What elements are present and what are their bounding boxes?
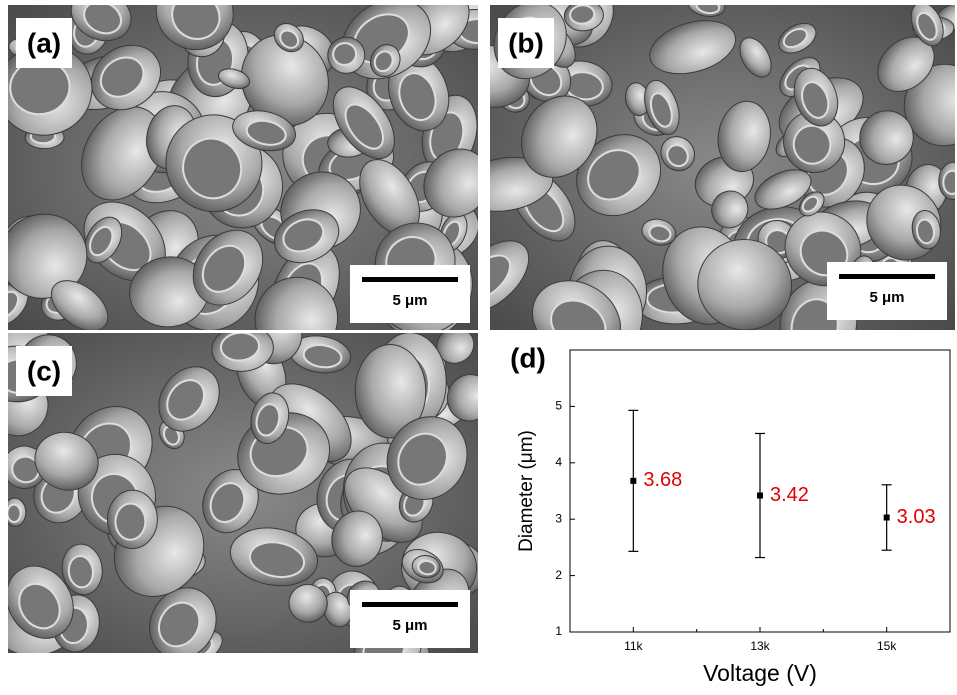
x-tick-label: 13k [750,639,770,653]
particle-cavity [115,503,146,540]
page: (a) 5 μm (b) 5 μm (c) 5 μm (d) 1 2 3 4 5 Diameter (… [0,0,957,695]
panel-label: (b) [508,27,544,58]
sem-image: (b) 5 μm [440,0,957,375]
y-axis-label: Diameter (μm) [516,430,537,552]
panel-label: (c) [27,355,61,386]
y-tick-label: 4 [555,455,562,469]
chart: (d) 1 2 3 4 5 Diameter (μm) Voltage (V) 11k 3.68 1… [510,342,950,686]
y-tick-label: 2 [555,568,562,582]
y-tick-label: 1 [555,624,562,638]
x-tick-label: 11k [624,639,643,653]
x-tick-label: 15k [877,639,897,653]
particle-cavity [7,504,21,522]
y-tick-label: 3 [555,511,562,525]
data-point [630,478,636,484]
data-label: 3.68 [643,469,682,491]
panel-label: (a) [27,27,61,58]
scale-bar-label: 5 μm [392,617,427,634]
data-label: 3.42 [770,484,809,506]
scale-bar [362,277,458,282]
particle-cavity [943,171,957,195]
scale-bar [839,274,935,279]
data-label: 3.03 [897,506,936,528]
figure: (a) 5 μm (b) 5 μm (c) 5 μm (d) 1 2 3 4 5 Diameter (… [0,0,957,690]
particle [107,490,158,549]
sem-image: (c) 5 μm [0,297,499,690]
particle [3,498,26,527]
scale-bar-label: 5 μm [392,292,427,309]
sem-images: (a) 5 μm (b) 5 μm (c) 5 μm [0,0,957,690]
scale-bar-label: 5 μm [869,289,904,306]
y-tick-label: 5 [555,399,562,413]
x-axis-label: Voltage (V) [703,660,817,686]
sem-image: (a) 5 μm [0,0,511,377]
panel-label: (d) [510,342,546,373]
data-point [884,515,890,521]
data-point [757,493,763,499]
scale-bar [362,602,458,607]
